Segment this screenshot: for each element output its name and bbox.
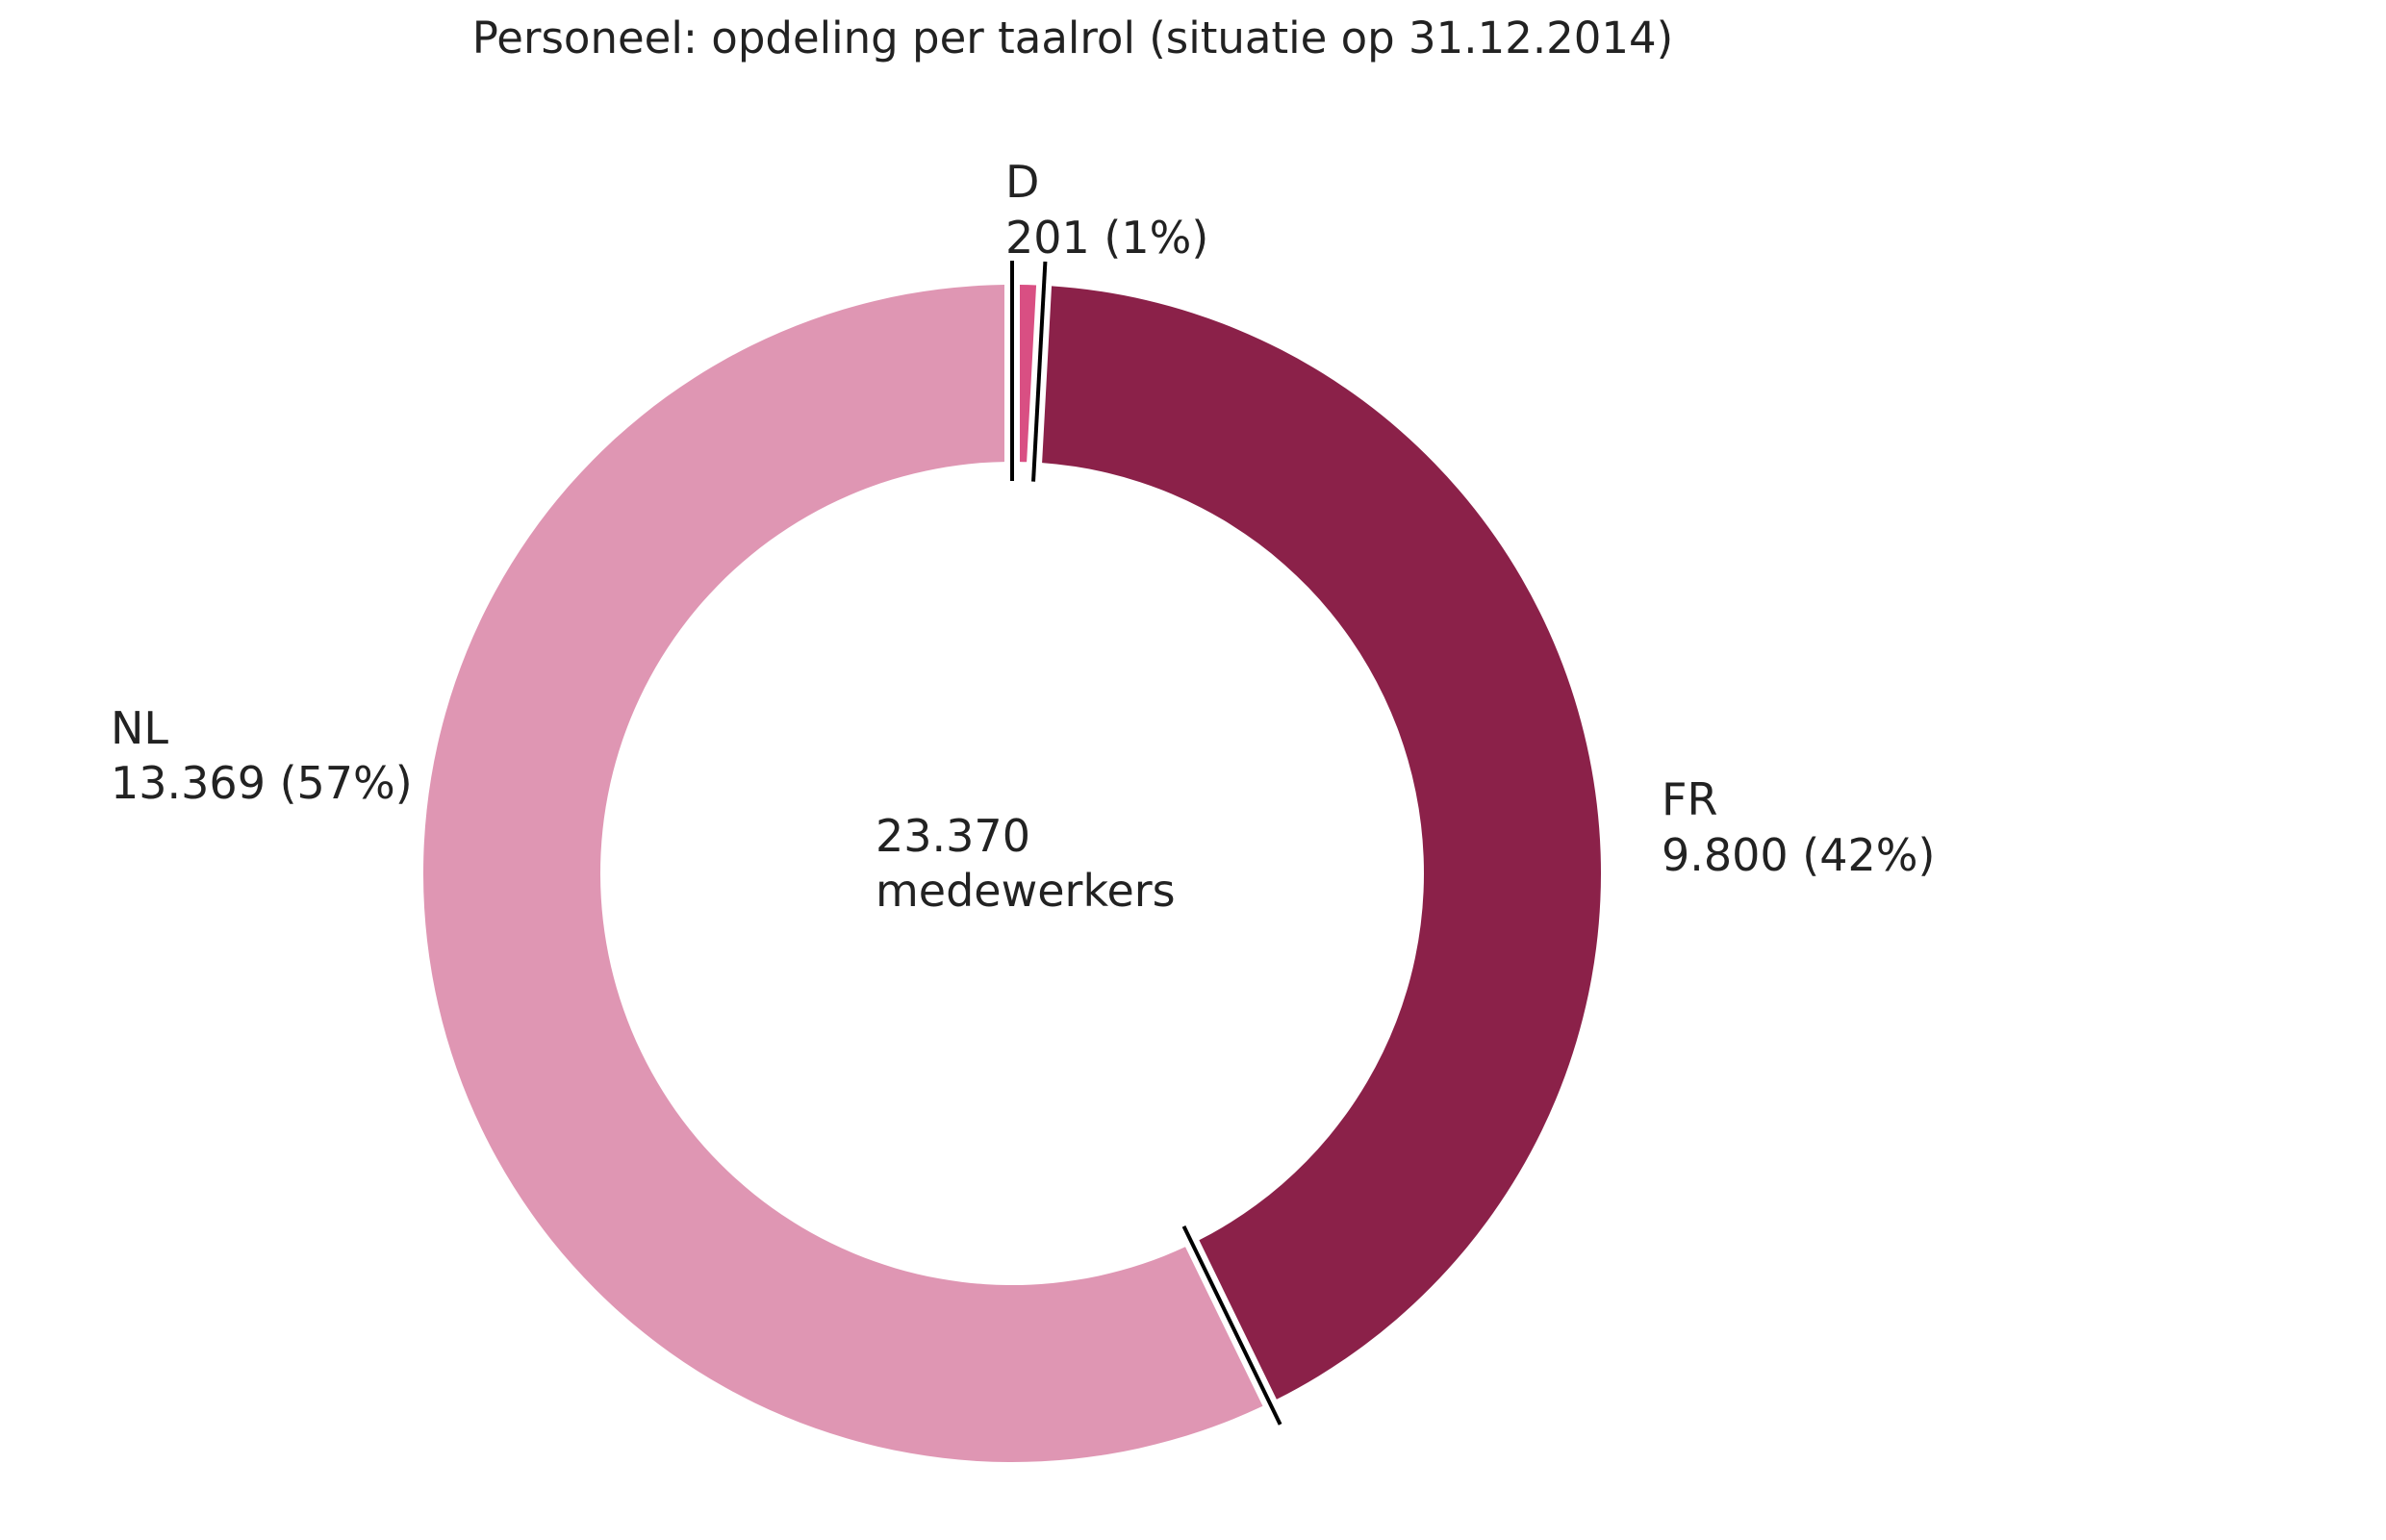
center-caption: medewerkers — [876, 865, 1176, 917]
slice-separator-2 — [1181, 1225, 1282, 1426]
slice-label-d-value: 201 (1%) — [1005, 212, 1208, 264]
donut-slices — [423, 285, 1601, 1462]
slice-separators — [1010, 261, 1282, 1426]
slice-d — [1019, 285, 1037, 463]
slice-label-nl-value: 13.369 (57%) — [111, 757, 413, 809]
slice-nl — [423, 285, 1263, 1462]
slice-label-fr-value: 9.800 (42%) — [1662, 829, 1935, 881]
chart-title: Personeel: opdeling per taalrol (situati… — [472, 13, 1674, 63]
slice-separator-1 — [1031, 261, 1048, 482]
slice-label-nl-name: NL — [111, 702, 168, 754]
center-total: 23.370 — [876, 810, 1030, 862]
center-label: 23.370 medewerkers — [876, 810, 1176, 917]
slice-label-d-name: D — [1005, 156, 1039, 208]
slice-label-fr-name: FR — [1662, 773, 1717, 825]
slice-fr — [1042, 286, 1601, 1400]
slice-labels: NL 13.369 (57%) D 201 (1%) FR 9.800 (42%… — [111, 156, 1935, 881]
